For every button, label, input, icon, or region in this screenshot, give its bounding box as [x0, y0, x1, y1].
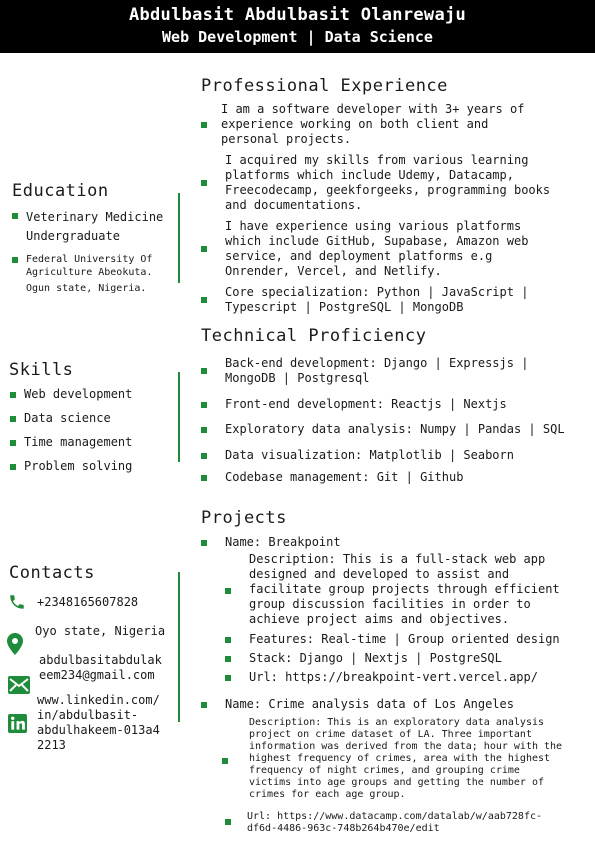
- education-divider: [178, 193, 180, 283]
- bullet: [201, 475, 207, 481]
- experience-item: Core specialization: Python | JavaScript…: [225, 285, 529, 314]
- project-url[interactable]: Url: https://breakpoint-vert.vercel.app/: [249, 670, 538, 684]
- proficiency-item: Front-end development: Reactjs | Nextjs: [225, 397, 507, 411]
- bullet: [201, 180, 207, 186]
- experience-heading: Professional Experience: [201, 76, 448, 96]
- bullet: [10, 416, 16, 422]
- project-description: Description: This is an exploratory data…: [249, 717, 563, 800]
- project-name: Name: Crime analysis data of Los Angeles: [225, 697, 514, 711]
- project-stack: Stack: Django | Nextjs | PostgreSQL: [249, 651, 502, 665]
- linkedin-icon: [8, 714, 27, 733]
- projects-heading: Projects: [201, 508, 287, 528]
- bullet: [12, 213, 18, 219]
- skill-item: Web development: [24, 387, 133, 401]
- bullet: [10, 440, 16, 446]
- bullet: [225, 819, 231, 825]
- proficiency-item: Exploratory data analysis: Numpy | Panda…: [225, 422, 565, 436]
- education-degree: Veterinary Medicine Undergraduate: [26, 210, 164, 243]
- project-features: Features: Real-time | Group oriented des…: [249, 632, 560, 646]
- mail-icon: [8, 676, 30, 694]
- skills-divider: [178, 372, 180, 462]
- bullet: [201, 297, 207, 303]
- bullet: [201, 368, 207, 374]
- bullet: [201, 402, 207, 408]
- skills-heading: Skills: [9, 360, 74, 380]
- subtitle: Web Development | Data Science: [162, 28, 433, 46]
- experience-item: I have experience using various platform…: [225, 219, 529, 278]
- bullet: [225, 588, 231, 594]
- skill-item: Data science: [24, 411, 111, 425]
- experience-item: I acquired my skills from various learni…: [225, 153, 551, 212]
- proficiency-item: Back-end development: Django | Expressjs…: [225, 356, 529, 385]
- bullet: [222, 758, 228, 764]
- contact-linkedin: www.linkedin.com/ in/abdulbasit- abdulha…: [37, 693, 160, 752]
- bullet: [201, 427, 207, 433]
- proficiency-item: Codebase management: Git | Github: [225, 470, 464, 484]
- skill-item: Problem solving: [24, 459, 133, 473]
- project-name: Name: Breakpoint: [225, 535, 341, 549]
- bullet: [10, 464, 16, 470]
- project-description: Description: This is a full-stack web ap…: [249, 552, 560, 626]
- bullet: [10, 392, 16, 398]
- bullet: [225, 675, 231, 681]
- proficiency-item: Data visualization: Matplotlib | Seaborn: [225, 448, 514, 462]
- contact-phone: +2348165607828: [37, 595, 139, 609]
- phone-icon: [10, 595, 24, 609]
- bullet: [201, 540, 207, 546]
- bullet: [201, 702, 207, 708]
- bullet: [225, 637, 231, 643]
- skill-item: Time management: [24, 435, 133, 449]
- contact-email: abdulbasitabdulak eem234@gmail.com: [39, 653, 162, 682]
- education-school: Federal University Of Agriculture Abeoku…: [26, 254, 153, 294]
- full-name: Abdulbasit Abdulbasit Olanrewaju: [128, 5, 467, 25]
- education-heading: Education: [12, 181, 109, 201]
- bullet: [201, 246, 207, 252]
- contact-location: Oyo state, Nigeria: [35, 624, 166, 638]
- proficiency-heading: Technical Proficiency: [201, 326, 427, 346]
- location-pin-icon: [7, 633, 23, 655]
- project-url[interactable]: Url: https://www.datacamp.com/datalab/w/…: [247, 811, 543, 834]
- bullet: [201, 453, 207, 459]
- bullet: [225, 656, 231, 662]
- bullet: [201, 122, 207, 128]
- contacts-heading: Contacts: [9, 563, 95, 583]
- contacts-divider: [178, 572, 180, 722]
- header-banner: Abdulbasit Abdulbasit Olanrewaju Web Dev…: [0, 0, 595, 53]
- experience-item: I am a software developer with 3+ years …: [221, 102, 525, 146]
- bullet: [12, 257, 18, 263]
